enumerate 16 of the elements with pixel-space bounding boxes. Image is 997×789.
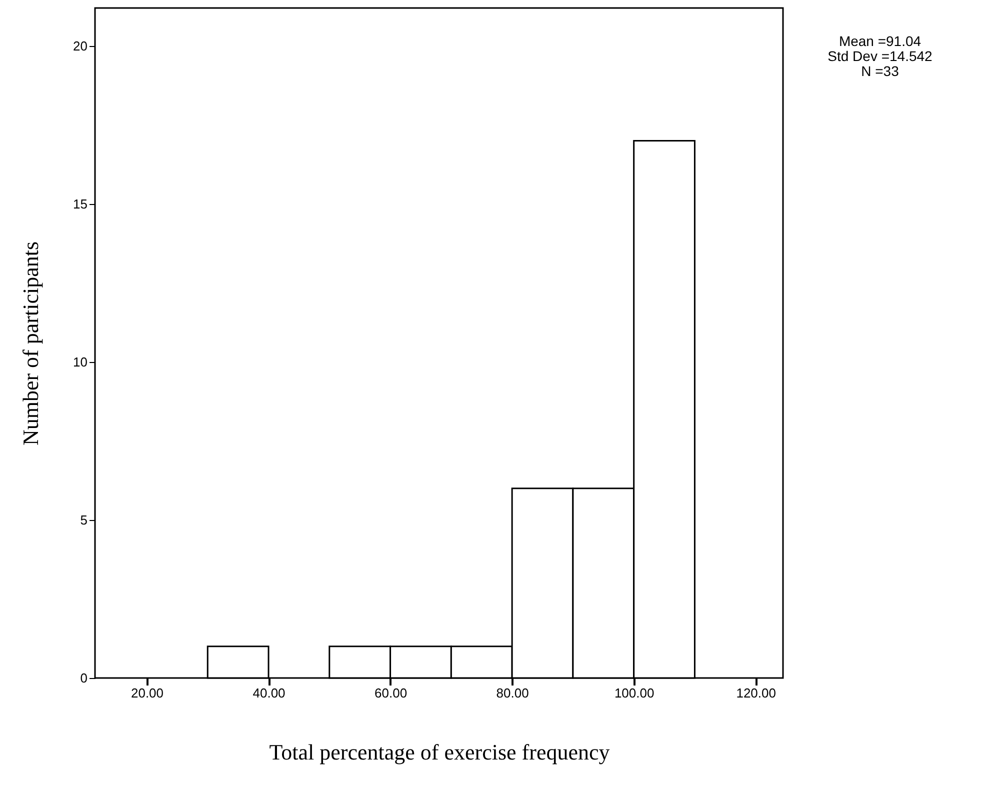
y-tick-label: 10	[73, 354, 88, 370]
x-tick-label: 20.00	[130, 686, 164, 700]
y-tick-label: 0	[80, 670, 88, 686]
text: N =33	[860, 63, 900, 79]
x-tick-label: 100.00	[614, 686, 654, 700]
x-tick-label: 120.00	[736, 686, 776, 700]
y-tick-label: 5	[80, 512, 88, 528]
text: Std Dev =14.542	[826, 48, 934, 64]
text: Mean =91.04	[838, 33, 922, 49]
y-tick-label: 15	[73, 196, 88, 212]
x-tick-label: 60.00	[374, 686, 408, 700]
x-tick-label: 40.00	[252, 686, 286, 700]
y-tick-label: 20	[73, 38, 88, 54]
x-tick-label: 80.00	[496, 686, 529, 700]
y-axis-title: Number of participants	[18, 241, 44, 446]
x-axis-title: Total percentage of exercise frequency	[269, 740, 610, 764]
